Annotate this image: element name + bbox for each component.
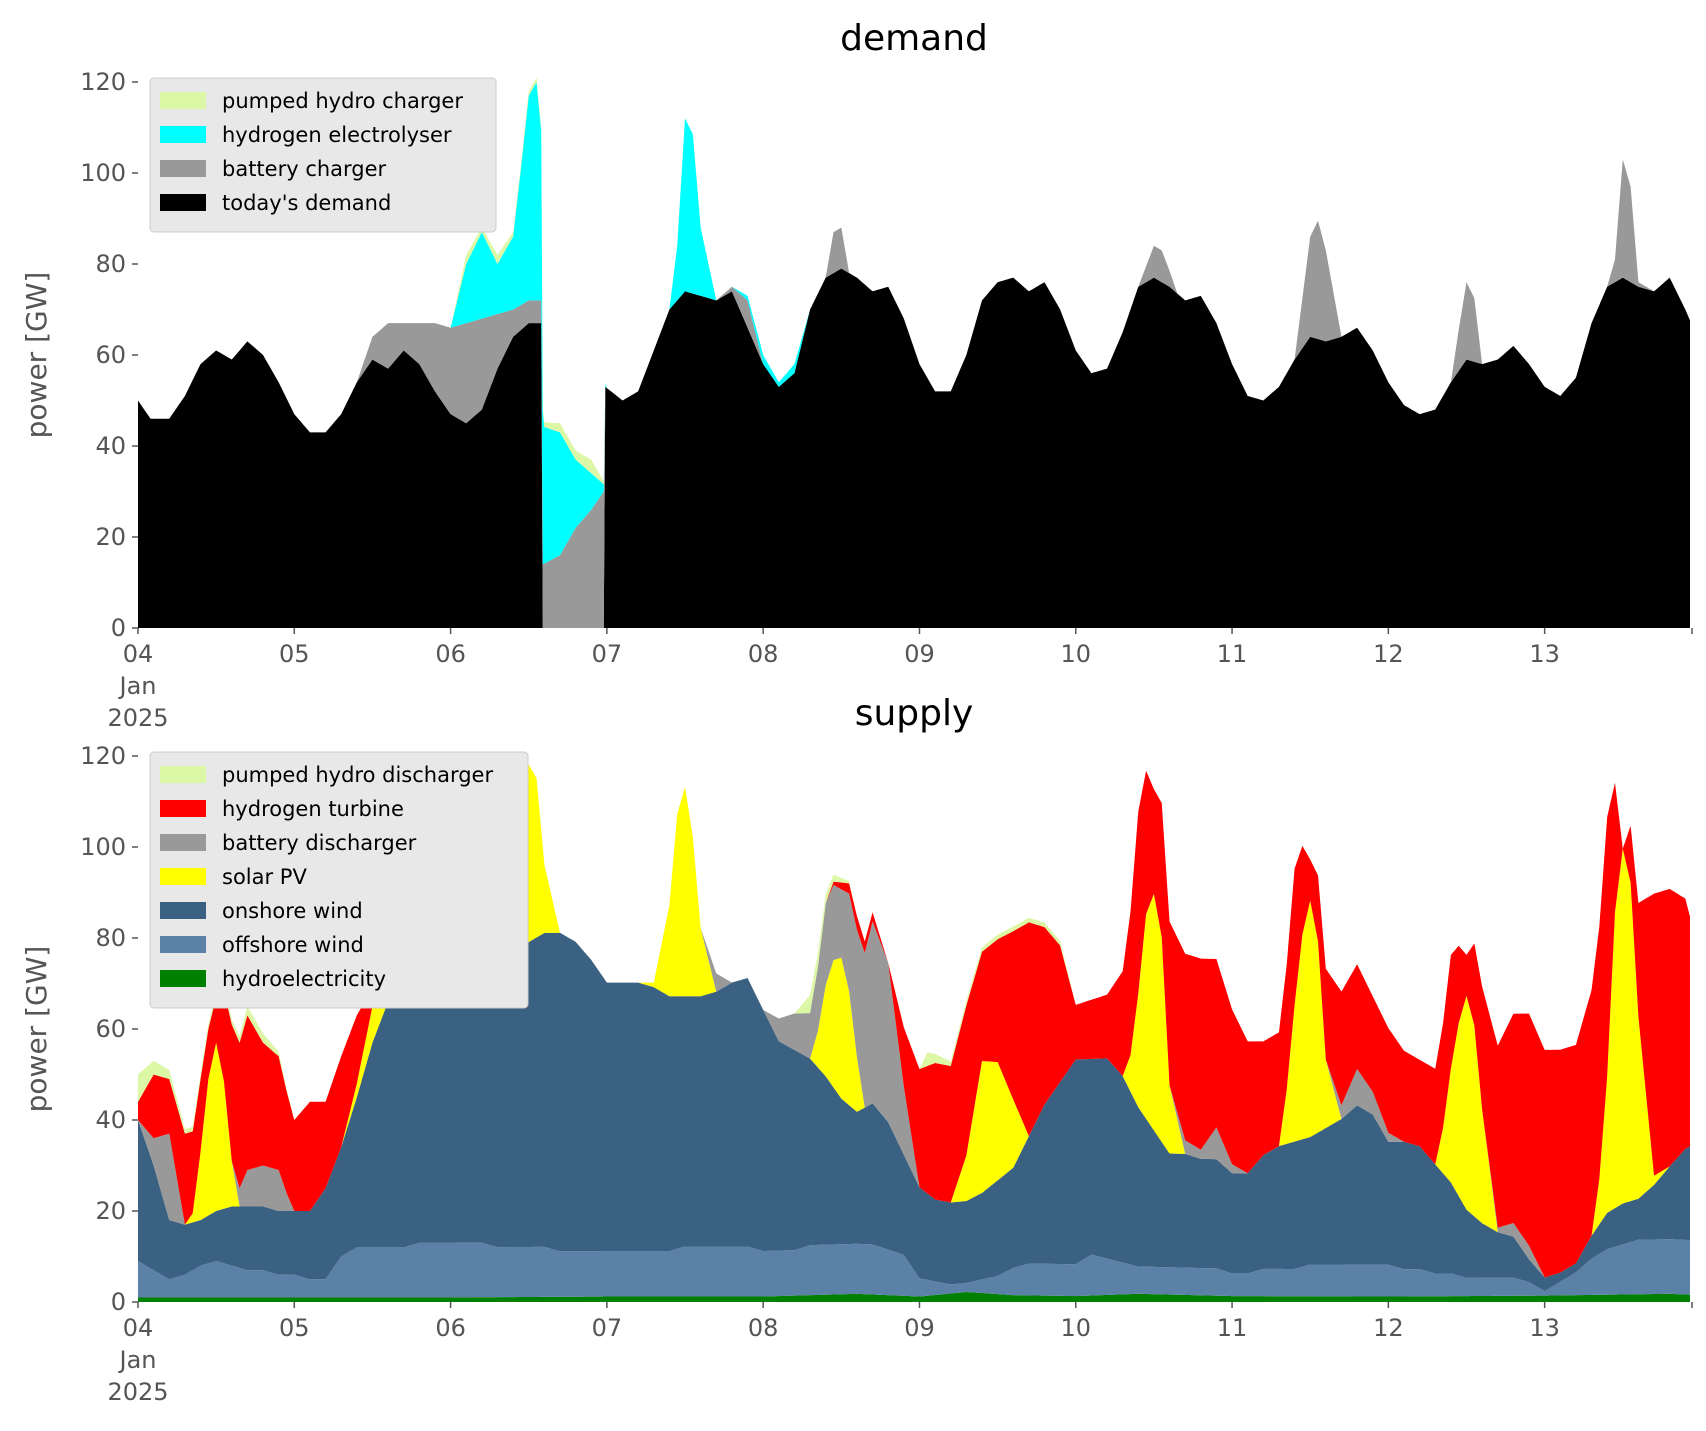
chart-title: supply <box>855 693 974 734</box>
x-tick-label: 04 <box>123 640 154 668</box>
legend-swatch-pumped-hydro-discharger <box>160 766 206 783</box>
y-tick-label: 20 <box>95 523 126 551</box>
x-tick-label: 05 <box>279 640 310 668</box>
x-tick-label: 04 <box>123 1314 154 1342</box>
y-tick-label: 60 <box>95 1015 126 1043</box>
x-axis: 04 05 06 07 08 09 10 11 12 13 Jan 2025 <box>107 1302 1693 1406</box>
legend-swatch-solar-pv <box>160 868 206 885</box>
x-tick-label: 08 <box>748 1314 779 1342</box>
y-tick-label: 20 <box>95 1197 126 1225</box>
legend-label-onshore-wind: onshore wind <box>222 899 363 923</box>
legend-label-solar-pv: solar PV <box>222 865 307 889</box>
legend-box <box>149 77 497 233</box>
x-tick-label: 09 <box>904 1314 935 1342</box>
x-tick-label: 10 <box>1060 1314 1091 1342</box>
x-tick-label: 07 <box>592 1314 623 1342</box>
legend-label-pumped-hydro-charger: pumped hydro charger <box>222 89 463 113</box>
x-tick-label: 09 <box>904 640 935 668</box>
y-tick-label: 60 <box>95 341 126 369</box>
x-axis: 04 05 06 07 08 09 10 11 12 13 Jan 2025 <box>107 628 1693 732</box>
y-tick-label: 100 <box>80 159 126 187</box>
area-hydroelectricity <box>138 1291 1690 1302</box>
y-tick-label: 0 <box>111 614 126 642</box>
legend-swatch-onshore-wind <box>160 902 206 919</box>
y-tick-label: 40 <box>95 432 126 460</box>
legend: pumped hydro discharger hydrogen turbine b… <box>149 751 529 1009</box>
legend-label-hydroelectricity: hydroelectricity <box>222 967 386 991</box>
legend-box <box>149 751 529 1009</box>
y-tick-label: 80 <box>95 924 126 952</box>
legend-swatch-offshore-wind <box>160 936 206 953</box>
area-battery-charger <box>138 159 1690 628</box>
y-axis: 0 20 40 60 80 100 120 power [GW] <box>20 742 138 1316</box>
area-hydrogen-electrolyser <box>138 82 1690 565</box>
x-tick-sublabel: 2025 <box>107 704 168 732</box>
y-tick-label: 100 <box>80 833 126 861</box>
legend-swatch-hydrogen-turbine <box>160 800 206 817</box>
x-tick-label: 07 <box>592 640 623 668</box>
x-tick-label: 06 <box>435 1314 466 1342</box>
y-axis-label: power [GW] <box>20 946 53 1113</box>
legend-swatch-battery-discharger <box>160 834 206 851</box>
x-tick-label: 12 <box>1373 640 1404 668</box>
y-tick-label: 40 <box>95 1106 126 1134</box>
legend-label-hydrogen-electrolyser: hydrogen electrolyser <box>222 123 452 147</box>
x-tick-sublabel: Jan <box>118 672 157 700</box>
y-tick-label: 120 <box>80 68 126 96</box>
x-tick-label: 06 <box>435 640 466 668</box>
legend-swatch-battery-charger <box>160 160 206 177</box>
area-today-s-demand <box>138 268 1690 628</box>
legend-swatch-today-s-demand <box>160 194 206 211</box>
legend-swatch-hydrogen-electrolyser <box>160 126 206 143</box>
area-battery-discharger <box>138 764 1690 1278</box>
legend-swatch-pumped-hydro-charger <box>160 92 206 109</box>
x-tick-label: 13 <box>1529 1314 1560 1342</box>
x-tick-label: 08 <box>748 640 779 668</box>
y-tick-label: 80 <box>95 250 126 278</box>
area-series-group <box>138 77 1690 628</box>
x-tick-label: 13 <box>1529 640 1560 668</box>
y-axis: 0 20 40 60 80 100 120 power [GW] <box>20 68 138 642</box>
chart-title: demand <box>840 18 988 59</box>
x-tick-label: 12 <box>1373 1314 1404 1342</box>
x-tick-sublabel: Jan <box>118 1346 157 1374</box>
x-tick-label: 10 <box>1060 640 1091 668</box>
legend: pumped hydro charger hydrogen electrolyse… <box>149 77 497 233</box>
legend-label-today-s-demand: today's demand <box>222 191 391 215</box>
legend-label-pumped-hydro-discharger: pumped hydro discharger <box>222 763 493 787</box>
x-tick-label: 05 <box>279 1314 310 1342</box>
legend-label-offshore-wind: offshore wind <box>222 933 364 957</box>
x-tick-sublabel: 2025 <box>107 1378 168 1406</box>
y-tick-label: 120 <box>80 742 126 770</box>
y-axis-label: power [GW] <box>20 272 53 439</box>
legend-label-battery-charger: battery charger <box>222 157 387 181</box>
legend-label-battery-discharger: battery discharger <box>222 831 417 855</box>
area-offshore-wind <box>138 1239 1690 1298</box>
legend-label-hydrogen-turbine: hydrogen turbine <box>222 797 404 821</box>
area-hydrogen-turbine <box>138 764 1690 1278</box>
x-tick-label: 11 <box>1217 1314 1248 1342</box>
y-tick-label: 0 <box>111 1288 126 1316</box>
area-onshore-wind <box>138 932 1690 1292</box>
legend-swatch-hydroelectricity <box>160 970 206 987</box>
x-tick-label: 11 <box>1217 640 1248 668</box>
